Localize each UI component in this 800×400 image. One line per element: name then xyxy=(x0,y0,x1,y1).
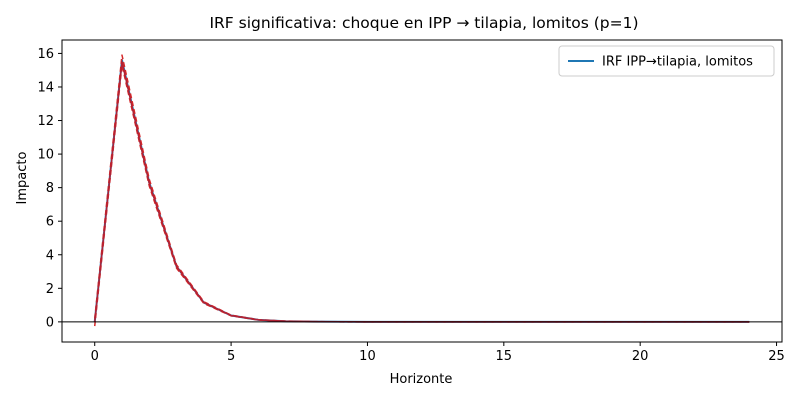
y-tick-label: 16 xyxy=(37,47,54,62)
y-tick-label: 6 xyxy=(46,215,54,230)
legend-label: IRF IPP→tilapia, lomitos xyxy=(602,55,753,70)
x-tick-label: 10 xyxy=(359,349,376,364)
y-axis-ticks: 0 2 4 6 8 10 12 14 16 xyxy=(37,47,62,330)
x-tick-label: 15 xyxy=(496,349,513,364)
chart-title: IRF significativa: choque en IPP → tilap… xyxy=(209,14,638,32)
x-axis-title: Horizonte xyxy=(390,372,453,387)
y-tick-label: 8 xyxy=(46,181,54,196)
y-axis-title: Impacto xyxy=(15,152,30,205)
y-tick-label: 0 xyxy=(46,315,54,330)
x-tick-label: 0 xyxy=(91,349,99,364)
y-tick-label: 14 xyxy=(37,80,54,95)
plot-area xyxy=(62,54,782,327)
y-tick-label: 2 xyxy=(46,282,54,297)
y-tick-label: 12 xyxy=(37,114,54,129)
y-tick-label: 10 xyxy=(37,148,54,163)
x-tick-label: 5 xyxy=(227,349,235,364)
plot-frame xyxy=(61,39,783,343)
x-tick-label: 20 xyxy=(632,349,649,364)
legend: IRF IPP→tilapia, lomitos xyxy=(558,45,775,77)
legend-box xyxy=(558,45,775,77)
y-tick-label: 4 xyxy=(46,248,54,263)
x-tick-label: 25 xyxy=(768,349,785,364)
x-axis-ticks: 0 5 10 15 20 25 xyxy=(91,342,785,364)
